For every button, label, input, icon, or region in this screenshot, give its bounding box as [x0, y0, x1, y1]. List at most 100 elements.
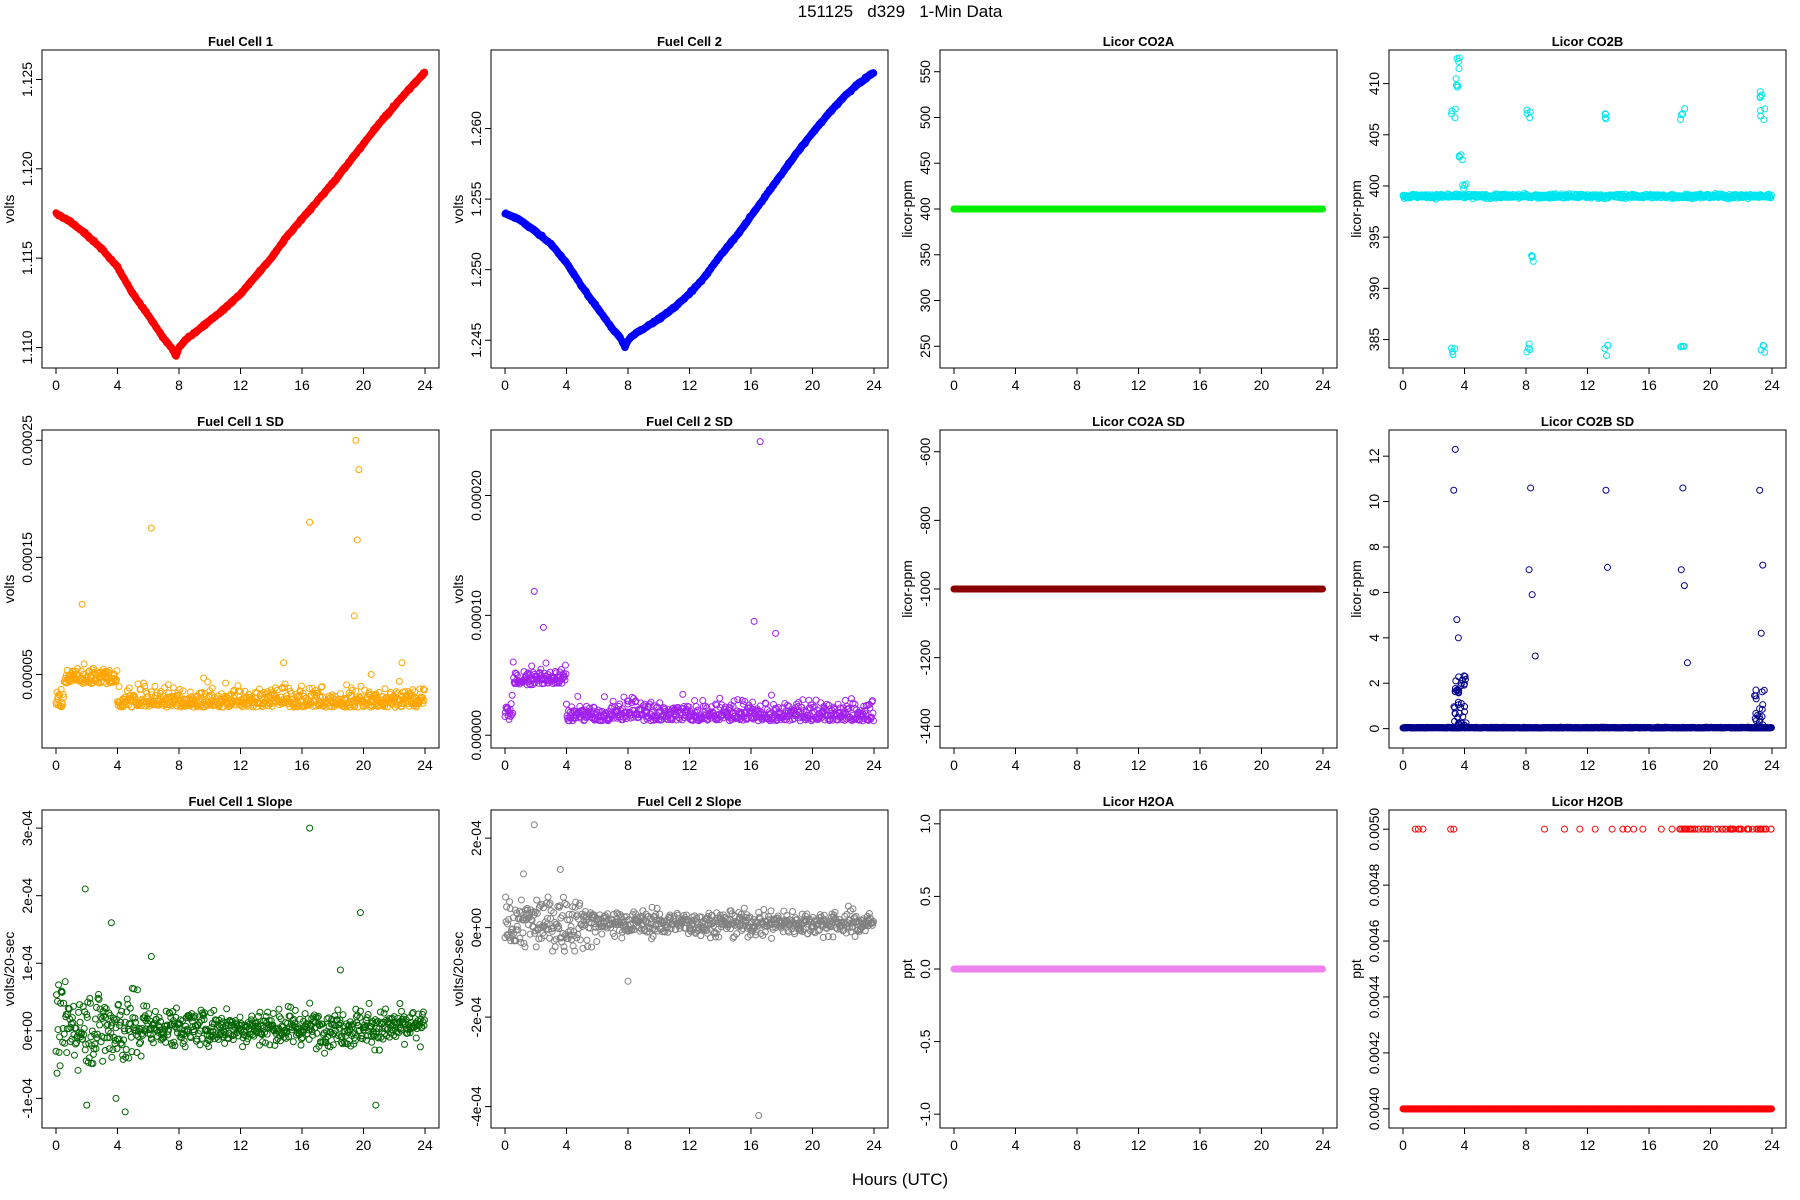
data-point	[222, 679, 230, 687]
plot-frame	[1388, 49, 1787, 369]
y-axis-label: volts	[450, 195, 466, 224]
y-tick-label: 0.00015	[19, 532, 35, 583]
data-point	[260, 689, 268, 697]
y-tick-label: 1.245	[468, 323, 484, 358]
data-points	[1399, 54, 1775, 360]
data-point	[131, 694, 139, 702]
data-point	[151, 682, 159, 690]
x-tick-label: 8	[624, 377, 632, 393]
x-tick-label: 20	[1703, 377, 1719, 393]
x-tick-label: 0	[52, 377, 60, 393]
y-tick-label: 1.110	[19, 330, 35, 364]
y-tick-label: 410	[1366, 72, 1382, 96]
data-point	[255, 685, 263, 693]
data-point	[1767, 191, 1775, 199]
data-point	[164, 681, 172, 689]
data-point	[1461, 181, 1469, 189]
data-point	[143, 689, 151, 697]
x-tick-label: 4	[1461, 377, 1469, 393]
x-tick-label: 0	[501, 377, 509, 393]
data-points	[52, 436, 428, 711]
y-tick-label: 1.115	[19, 241, 35, 275]
data-point	[1677, 111, 1685, 119]
data-point	[153, 689, 161, 697]
data-point	[1602, 115, 1610, 123]
y-tick-label: 300	[917, 289, 933, 313]
x-tick-label: 4	[114, 757, 122, 773]
y-tick-label: 400	[1366, 174, 1382, 198]
x-tick-label: 24	[417, 377, 433, 393]
data-point	[1758, 91, 1766, 99]
data-point	[1523, 348, 1531, 356]
data-point	[1451, 114, 1459, 122]
panel-title: Fuel Cell 1	[208, 34, 273, 49]
data-point	[1601, 114, 1609, 122]
data-point	[1677, 343, 1685, 351]
data-point	[1757, 112, 1765, 120]
data-point	[421, 69, 429, 77]
data-points	[52, 68, 429, 360]
data-point	[271, 684, 279, 692]
y-tick-label: 1.120	[19, 151, 35, 186]
data-point	[1603, 352, 1611, 360]
data-point	[1449, 351, 1457, 359]
data-point	[1757, 346, 1765, 354]
x-tick-label: 12	[1580, 377, 1596, 393]
y-axis-label: licor-ppm	[1348, 180, 1364, 238]
data-point	[133, 702, 141, 710]
data-point	[123, 699, 131, 707]
data-point	[140, 679, 148, 687]
data-point	[1452, 75, 1460, 83]
panel-4: Fuel Cell 1 SD0 4 8 12 16 20 240.000050.000150…	[1, 414, 440, 773]
x-tick-label: 0	[52, 757, 60, 773]
data-point	[1525, 340, 1533, 348]
y-tick-label: 395	[1366, 225, 1382, 249]
y-tick-label: 0.00005	[19, 649, 35, 700]
x-tick-label: 12	[233, 757, 249, 773]
x-tick-label: 12	[1131, 377, 1147, 393]
x-tick-label: 12	[233, 377, 249, 393]
x-tick-label: 0	[1399, 377, 1407, 393]
data-point	[1680, 342, 1688, 350]
figure-title: 151125 d329 1-Min Data	[797, 2, 1003, 21]
x-tick-label: 8	[1522, 377, 1530, 393]
panel-1: Fuel Cell 20 4 8 12 16 20 241.2451.2501.2551.2…	[450, 34, 889, 393]
data-point	[186, 688, 194, 696]
x-tick-label: 4	[114, 377, 122, 393]
data-point	[1460, 184, 1468, 192]
x-tick-label: 8	[1073, 377, 1081, 393]
data-point	[1455, 57, 1463, 65]
x-tick-label: 4	[1012, 377, 1020, 393]
data-point	[281, 680, 289, 688]
data-points	[501, 69, 878, 351]
data-point	[1455, 65, 1463, 73]
data-point	[268, 702, 276, 710]
x-tick-label: 4	[563, 377, 571, 393]
data-point	[1524, 344, 1532, 352]
x-tick-label: 24	[417, 757, 433, 773]
data-point	[169, 684, 177, 692]
data-point	[1681, 105, 1689, 113]
y-tick-label: 550	[917, 60, 933, 84]
y-tick-label: 500	[917, 106, 933, 130]
data-point	[281, 683, 289, 691]
y-tick-label: 400	[917, 197, 933, 221]
y-tick-label: 385	[1366, 328, 1382, 352]
data-point	[1318, 205, 1326, 213]
x-tick-label: 16	[294, 757, 310, 773]
data-point	[113, 667, 121, 675]
data-point	[234, 682, 242, 690]
data-point	[208, 684, 216, 692]
data-point	[141, 682, 149, 690]
data-points	[950, 205, 1326, 213]
y-tick-label: 250	[917, 334, 933, 358]
data-point	[77, 667, 85, 675]
y-tick-label: 350	[917, 243, 933, 267]
data-point	[230, 691, 238, 699]
x-tick-label: 16	[743, 377, 759, 393]
x-tick-label: 16	[1641, 377, 1657, 393]
data-point	[111, 674, 119, 682]
data-point	[200, 674, 208, 682]
data-point	[59, 700, 67, 708]
